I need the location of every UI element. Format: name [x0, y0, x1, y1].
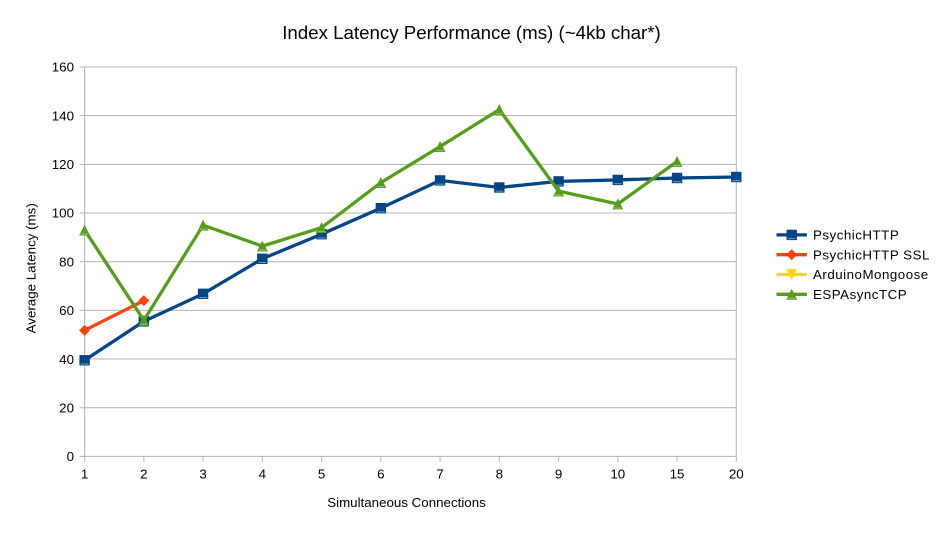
svg-text:0: 0: [67, 449, 74, 464]
svg-text:PsychicHTTP SSL: PsychicHTTP SSL: [813, 247, 930, 262]
svg-text:7: 7: [436, 467, 443, 482]
svg-text:10: 10: [610, 467, 625, 482]
svg-text:5: 5: [318, 467, 325, 482]
svg-text:PsychicHTTP: PsychicHTTP: [813, 228, 899, 243]
svg-text:Index Latency Performance (ms): Index Latency Performance (ms) (~4kb cha…: [282, 22, 661, 43]
svg-text:1: 1: [81, 467, 88, 482]
svg-text:Simultaneous Connections: Simultaneous Connections: [327, 495, 486, 510]
svg-text:20: 20: [729, 467, 744, 482]
svg-text:60: 60: [59, 303, 74, 318]
svg-text:Average Latency (ms): Average Latency (ms): [24, 203, 39, 333]
svg-text:100: 100: [52, 206, 74, 221]
svg-text:20: 20: [59, 400, 74, 415]
svg-text:4: 4: [259, 467, 267, 482]
svg-text:80: 80: [59, 254, 74, 269]
svg-text:9: 9: [555, 467, 562, 482]
svg-text:140: 140: [52, 108, 74, 123]
svg-text:2: 2: [140, 467, 147, 482]
svg-text:ESPAsyncTCP: ESPAsyncTCP: [813, 287, 907, 302]
svg-text:ArduinoMongoose: ArduinoMongoose: [813, 267, 929, 282]
svg-text:15: 15: [670, 467, 685, 482]
svg-text:120: 120: [52, 157, 74, 172]
svg-text:6: 6: [377, 467, 384, 482]
svg-text:160: 160: [52, 60, 74, 75]
svg-text:8: 8: [496, 467, 503, 482]
svg-text:3: 3: [199, 467, 206, 482]
svg-text:40: 40: [59, 352, 74, 367]
